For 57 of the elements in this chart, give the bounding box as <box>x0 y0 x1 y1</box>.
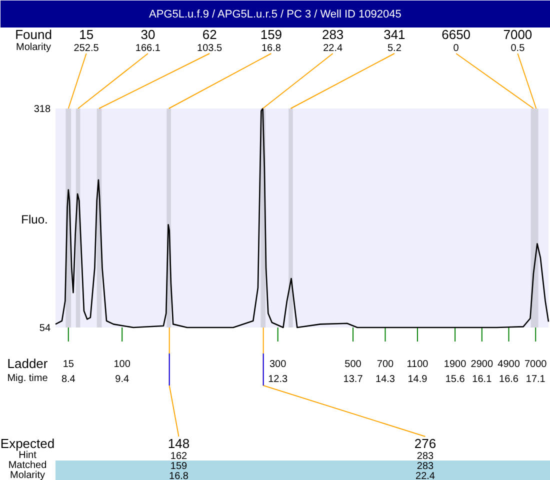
text: Matched <box>8 460 47 471</box>
annotation: 6650 <box>442 27 471 42</box>
x-tick-label: 16.6 <box>499 374 519 385</box>
y-axis-title: Fluo. <box>21 212 48 226</box>
text: 5.2 <box>387 43 402 54</box>
annotation: 341 <box>384 27 406 42</box>
annotation: 15 <box>79 27 94 42</box>
text: Molarity <box>10 470 46 480</box>
text: 16.8 <box>261 43 282 54</box>
annotation: 148 <box>168 436 190 451</box>
annotation: 62 <box>202 27 217 42</box>
text: 166.1 <box>135 43 161 54</box>
text: 0.5 <box>510 43 526 54</box>
text: 252.5 <box>74 43 100 54</box>
text: 1900 <box>444 359 467 370</box>
annotation: 7000 <box>503 27 532 42</box>
text: 22.4 <box>323 43 343 54</box>
text: 22.4 <box>416 471 436 480</box>
text: Molarity <box>16 42 52 53</box>
annotation: 159 <box>260 27 282 42</box>
x-axis-title: Mig. time <box>7 373 48 384</box>
text: 15 <box>62 359 74 370</box>
x-tick-label: 8.4 <box>61 374 76 385</box>
x-tick-label: 14.9 <box>408 374 428 385</box>
x-tick-label: 17.1 <box>526 374 546 385</box>
text: 100 <box>114 359 131 370</box>
text: 162 <box>170 451 188 462</box>
text: 700 <box>376 359 394 370</box>
annotation: 283 <box>322 27 344 42</box>
text: 283 <box>416 461 434 472</box>
line-series <box>54 108 550 328</box>
text: Hint <box>18 450 37 461</box>
text: 0 <box>453 43 460 54</box>
annotation: 30 <box>140 27 156 42</box>
chart-title: APG5L.u.f.9 / APG5L.u.r.5 / PC 3 / Well ID 1092045 <box>149 8 402 20</box>
text: 159 <box>170 461 188 472</box>
x-tick-label: 12.3 <box>268 374 288 385</box>
text: Expected <box>0 436 55 451</box>
x-tick-label: 15.6 <box>445 374 466 385</box>
y-tick-label: 318 <box>34 104 51 115</box>
text: 7000 <box>524 359 548 370</box>
x-tick-label: 13.7 <box>343 374 364 385</box>
text: Found <box>15 27 52 42</box>
text: 283 <box>416 451 434 462</box>
text: 500 <box>344 359 362 370</box>
text: 1100 <box>406 359 429 370</box>
text: 103.5 <box>197 43 223 54</box>
text: 2900 <box>470 359 494 370</box>
text: 16.8 <box>169 471 189 480</box>
annotation: 276 <box>414 436 436 451</box>
x-tick-label: 16.1 <box>472 374 492 385</box>
x-tick-label: 9.4 <box>115 374 130 385</box>
text: Ladder <box>7 356 48 371</box>
y-tick-label: 54 <box>39 323 51 334</box>
text: 4900 <box>498 359 520 370</box>
x-tick-label: 14.3 <box>376 374 396 385</box>
text: 300 <box>269 359 287 370</box>
